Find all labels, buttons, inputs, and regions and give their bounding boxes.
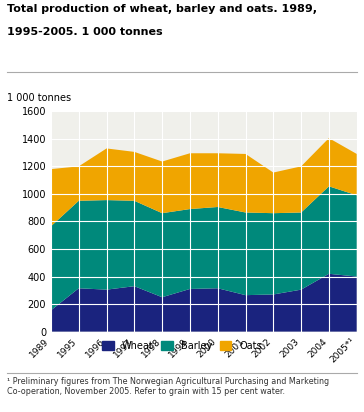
Legend: Wheat, Barley, Oats: Wheat, Barley, Oats xyxy=(102,341,262,351)
Text: 1995-2005. 1 000 tonnes: 1995-2005. 1 000 tonnes xyxy=(7,27,163,37)
Text: Total production of wheat, barley and oats. 1989,: Total production of wheat, barley and oa… xyxy=(7,4,317,14)
Text: 1 000 tonnes: 1 000 tonnes xyxy=(7,93,71,103)
Text: ¹ Preliminary figures from The Norwegian Agricultural Purchasing and Marketing
C: ¹ Preliminary figures from The Norwegian… xyxy=(7,377,329,396)
